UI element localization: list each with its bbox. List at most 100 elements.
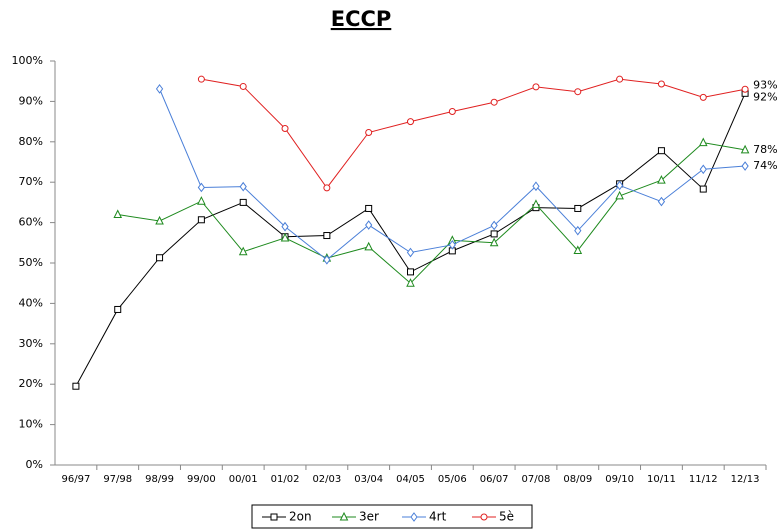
legend-marker: [410, 512, 418, 522]
point: [197, 216, 205, 224]
point: [407, 268, 414, 276]
y-tick-label: 100%: [12, 54, 43, 67]
legend-label: 3er: [359, 510, 379, 524]
y-tick-label: 80%: [19, 135, 43, 148]
point: [532, 83, 540, 91]
series-line: [117, 142, 746, 284]
y-tick-label: 90%: [19, 94, 43, 107]
point: [531, 199, 541, 208]
point: [657, 80, 665, 88]
point: [239, 181, 247, 192]
y-tick-label: 10%: [19, 418, 43, 431]
legend-marker: [480, 513, 488, 521]
legend-marker: [339, 511, 349, 521]
x-tick-label: 10/11: [647, 474, 676, 485]
point: [615, 190, 624, 200]
legend-label: 4rt: [429, 510, 447, 524]
point: [155, 215, 164, 225]
x-tick-label: 03/04: [354, 474, 383, 485]
point: [406, 278, 415, 287]
x-tick-label: 97/98: [103, 474, 132, 485]
point: [156, 254, 164, 262]
y-tick-label: 40%: [19, 296, 43, 309]
point: [281, 221, 289, 232]
x-tick-label: 05/06: [438, 474, 467, 485]
point: [448, 108, 456, 115]
point: [532, 181, 540, 192]
y-tick-label: 0%: [26, 458, 43, 471]
point: [197, 182, 206, 193]
point: [365, 220, 373, 230]
point: [281, 124, 289, 132]
point: [699, 93, 707, 101]
data-label: 92%: [753, 90, 777, 103]
point: [657, 196, 666, 207]
legend-label: 2on: [289, 510, 312, 524]
point: [574, 204, 582, 212]
data-label: 93%: [753, 78, 777, 91]
point: [490, 98, 498, 106]
point: [365, 204, 373, 212]
point: [699, 185, 707, 193]
y-tick-label: 20%: [19, 377, 43, 390]
data-label: 74%: [753, 159, 777, 172]
point: [197, 75, 205, 83]
series-line: [75, 93, 746, 387]
x-tick-label: 98/99: [145, 474, 174, 485]
point: [657, 147, 665, 155]
x-tick-label: 08/09: [563, 474, 592, 485]
point: [741, 161, 749, 171]
chart-title: ECCP: [331, 7, 392, 31]
x-tick-label: 96/97: [61, 474, 90, 485]
x-tick-label: 12/13: [731, 474, 760, 485]
data-label: 78%: [753, 143, 777, 156]
x-tick-label: 00/01: [229, 474, 258, 485]
point: [406, 247, 415, 258]
point: [741, 85, 749, 93]
point: [699, 164, 707, 175]
point: [114, 305, 122, 313]
y-tick-label: 70%: [19, 175, 43, 188]
point: [72, 382, 80, 390]
point: [698, 137, 708, 147]
x-tick-label: 01/02: [271, 474, 300, 485]
x-tick-label: 07/08: [522, 474, 551, 485]
point: [574, 88, 582, 96]
y-tick-label: 60%: [19, 216, 43, 229]
point: [657, 175, 666, 184]
legend-marker: [270, 513, 278, 521]
point: [407, 118, 414, 126]
point: [238, 246, 248, 256]
point: [113, 209, 123, 219]
y-tick-label: 50%: [19, 256, 43, 269]
legend-label: 5è: [499, 510, 514, 524]
point: [489, 237, 499, 247]
x-tick-label: 09/10: [605, 474, 634, 485]
point: [280, 232, 290, 242]
point: [239, 82, 247, 90]
point: [490, 220, 498, 231]
point: [323, 232, 331, 240]
point: [364, 241, 373, 251]
point: [323, 184, 331, 192]
point: [490, 230, 498, 238]
point: [573, 245, 583, 254]
point: [740, 144, 750, 154]
x-tick-label: 99/00: [187, 474, 216, 485]
point: [448, 239, 456, 250]
point: [155, 84, 164, 94]
series-line: [201, 78, 746, 189]
point: [239, 198, 247, 206]
y-tick-label: 30%: [19, 337, 43, 350]
point: [574, 225, 582, 236]
point: [615, 180, 624, 191]
x-tick-label: 06/07: [480, 474, 509, 485]
x-tick-label: 11/12: [689, 474, 718, 485]
legend-box: [251, 504, 533, 529]
point: [197, 196, 206, 205]
point: [323, 254, 331, 265]
point: [616, 75, 624, 83]
point: [365, 129, 373, 137]
x-tick-label: 04/05: [396, 474, 425, 485]
